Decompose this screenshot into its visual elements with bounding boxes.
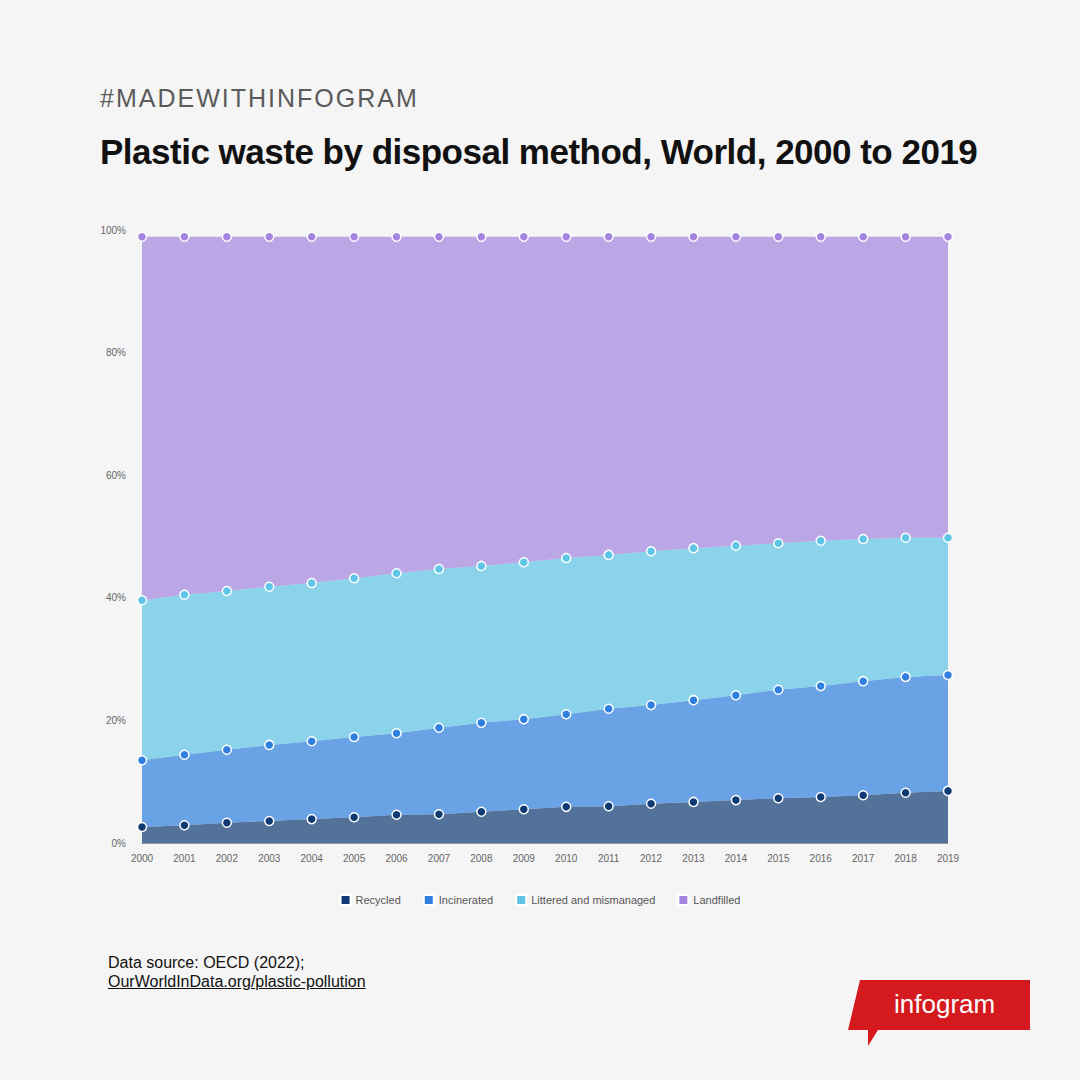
svg-text:2013: 2013 bbox=[682, 853, 705, 864]
html-text:infogram: infogram bbox=[894, 989, 996, 1019]
svg-text:2006: 2006 bbox=[385, 853, 408, 864]
svg-text:2004: 2004 bbox=[301, 853, 324, 864]
svg-text:Incinerated: Incinerated bbox=[439, 894, 493, 906]
svg-text:2008: 2008 bbox=[470, 853, 493, 864]
svg-text:Landfilled: Landfilled bbox=[693, 894, 740, 906]
svg-text:2011: 2011 bbox=[598, 853, 620, 864]
svg-text:Littered and mismanaged: Littered and mismanaged bbox=[531, 894, 655, 906]
svg-text:2017: 2017 bbox=[852, 853, 875, 864]
svg-text:2007: 2007 bbox=[428, 853, 451, 864]
svg-text:2015: 2015 bbox=[767, 853, 790, 864]
svg-text:2010: 2010 bbox=[555, 853, 578, 864]
html-text:Data source: OECD (2022);: Data source: OECD (2022); bbox=[108, 954, 305, 971]
svg-text:2002: 2002 bbox=[216, 853, 239, 864]
html-text:Plastic waste by disposal meth: Plastic waste by disposal method, World,… bbox=[100, 132, 978, 171]
svg-text:2018: 2018 bbox=[894, 853, 917, 864]
svg-text:100%: 100% bbox=[100, 225, 126, 236]
svg-text:20%: 20% bbox=[106, 715, 126, 726]
svg-text:2014: 2014 bbox=[725, 853, 748, 864]
svg-text:2012: 2012 bbox=[640, 853, 663, 864]
svg-text:80%: 80% bbox=[106, 347, 126, 358]
svg-text:40%: 40% bbox=[106, 592, 126, 603]
svg-text:2009: 2009 bbox=[513, 853, 536, 864]
svg-text:2019: 2019 bbox=[937, 853, 960, 864]
svg-text:2016: 2016 bbox=[810, 853, 833, 864]
svg-text:2005: 2005 bbox=[343, 853, 366, 864]
svg-text:2003: 2003 bbox=[258, 853, 281, 864]
svg-text:60%: 60% bbox=[106, 470, 126, 481]
svg-text:2000: 2000 bbox=[131, 853, 154, 864]
html-text:OurWorldInData.org/plastic-pol: OurWorldInData.org/plastic-pollution bbox=[108, 973, 366, 990]
html-text:#MADEWITHINFOGRAM: #MADEWITHINFOGRAM bbox=[100, 84, 419, 112]
svg-text:2001: 2001 bbox=[173, 853, 196, 864]
svg-text:Recycled: Recycled bbox=[356, 894, 401, 906]
svg-text:0%: 0% bbox=[112, 838, 127, 849]
